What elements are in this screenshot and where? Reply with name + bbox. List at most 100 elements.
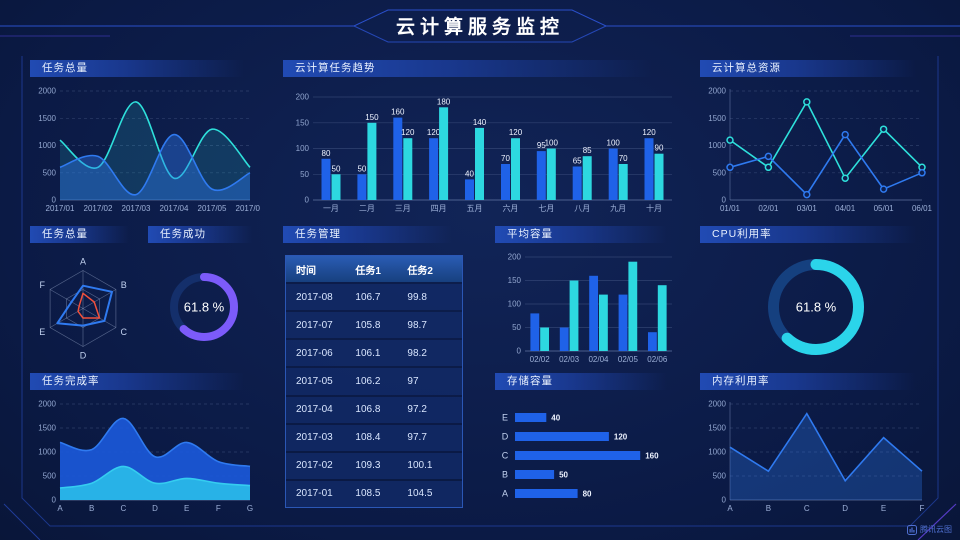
svg-text:85: 85: [583, 146, 592, 155]
panel-title-total-resources: 云计算总资源: [700, 60, 916, 77]
svg-text:1000: 1000: [38, 448, 56, 457]
task-radar-chart: A B C D E F: [30, 247, 136, 366]
svg-text:90: 90: [655, 144, 664, 153]
svg-text:六月: 六月: [502, 203, 518, 213]
table-row: 2017-06 106.1 98.2: [286, 340, 462, 367]
svg-text:120: 120: [509, 128, 523, 137]
panel-title-task-trend: 云计算任务趋势: [283, 60, 653, 77]
svg-text:150: 150: [365, 113, 379, 122]
svg-text:C: C: [120, 504, 126, 513]
svg-text:二月: 二月: [359, 204, 375, 213]
svg-text:G: G: [247, 504, 253, 513]
svg-text:D: D: [842, 504, 848, 513]
svg-text:40: 40: [551, 414, 560, 423]
panel-title-memory-utilization: 内存利用率: [700, 373, 916, 390]
cpu-utilization-donut: 61.8 %: [700, 247, 932, 366]
svg-text:61.8 %: 61.8 %: [796, 299, 837, 314]
svg-text:50: 50: [332, 164, 341, 173]
panel-title-task-completion: 任务完成率: [30, 373, 244, 390]
svg-text:02/01: 02/01: [758, 204, 779, 213]
svg-text:2017/04: 2017/04: [160, 204, 189, 213]
panel-task-total: 任务总量 0 500 1000 1500 2000 2017/01 2017/02 2017/…: [30, 60, 265, 215]
svg-text:02/04: 02/04: [588, 355, 609, 364]
svg-text:200: 200: [508, 253, 522, 262]
svg-text:01/01: 01/01: [720, 204, 741, 213]
svg-text:160: 160: [645, 452, 659, 461]
svg-text:80: 80: [583, 490, 592, 499]
svg-text:1500: 1500: [708, 424, 726, 433]
svg-text:65: 65: [573, 157, 582, 166]
svg-text:D: D: [502, 432, 509, 442]
svg-text:F: F: [40, 280, 46, 290]
svg-text:80: 80: [322, 149, 331, 158]
svg-text:2000: 2000: [708, 400, 726, 409]
svg-text:03/01: 03/01: [797, 204, 818, 213]
svg-text:100: 100: [607, 139, 621, 148]
task-trend-bar-chart: 0 50 100 150 200 一月 二月 三月 四月 五月 六月 七月 八月 九月 十月 80 50 160 1…: [283, 81, 680, 215]
svg-text:100: 100: [545, 139, 559, 148]
panel-total-resources: 云计算总资源 0 500 1000 1500 2000 01/01 02/01 03/01 04…: [700, 60, 933, 215]
svg-text:120: 120: [614, 433, 628, 442]
svg-text:0: 0: [517, 347, 522, 356]
svg-text:2000: 2000: [708, 87, 726, 96]
svg-text:A: A: [80, 257, 86, 267]
svg-text:E: E: [881, 504, 886, 513]
svg-text:100: 100: [296, 144, 310, 153]
storage-capacity-hbar-chart: E 40 D 120 C 160 B 50 A 80: [495, 394, 680, 515]
svg-text:61.8 %: 61.8 %: [184, 299, 225, 314]
svg-text:06/01: 06/01: [912, 204, 932, 213]
table-row: 2017-02 109.3 100.1: [286, 452, 462, 479]
svg-text:十月: 十月: [646, 203, 662, 213]
svg-text:150: 150: [296, 118, 310, 127]
svg-text:2017/06: 2017/06: [236, 204, 260, 213]
svg-text:F: F: [216, 504, 221, 513]
svg-text:95: 95: [537, 141, 546, 150]
table-row: 2017-01 108.5 104.5: [286, 480, 462, 507]
panel-storage-capacity: 存储容量 E 40 D 120 C 160 B 50 A 80: [495, 373, 680, 515]
svg-text:七月: 七月: [538, 204, 554, 213]
svg-text:A: A: [57, 504, 63, 513]
table-header-row: 时间 任务1 任务2: [286, 256, 462, 282]
svg-text:50: 50: [300, 170, 309, 179]
svg-text:四月: 四月: [431, 204, 447, 213]
svg-text:0: 0: [305, 196, 310, 205]
svg-text:50: 50: [357, 164, 366, 173]
panel-title-task-radar: 任务总量: [30, 226, 129, 243]
tencent-cloud-watermark-icon: [907, 524, 917, 535]
svg-text:0: 0: [52, 196, 57, 205]
svg-text:B: B: [502, 470, 508, 480]
svg-text:180: 180: [437, 97, 451, 106]
svg-text:120: 120: [642, 128, 656, 137]
svg-text:0: 0: [722, 196, 727, 205]
svg-text:1000: 1000: [708, 448, 726, 457]
svg-text:120: 120: [401, 128, 415, 137]
panel-task-completion: 任务完成率 0 500 1000 1500 2000 A B C D E F G: [30, 373, 260, 515]
panel-avg-capacity: 平均容量 0 50 100 150 200 02/02 02/03 02/04 02/05 02/…: [495, 226, 680, 366]
panel-task-success: 任务成功 61.8 %: [148, 226, 260, 366]
svg-text:2000: 2000: [38, 87, 56, 96]
panel-task-table: 任务管理 时间 任务1 任务2 2017-08 106.7 99.8 2017-07 105.…: [283, 226, 465, 510]
svg-text:160: 160: [391, 108, 405, 117]
table-row: 2017-08 106.7 99.8: [286, 284, 462, 311]
memory-utilization-line-chart: 0 500 1000 1500 2000 A B C D E F: [700, 394, 932, 515]
table-row: 2017-04 106.8 97.2: [286, 396, 462, 423]
task-total-area-chart: 0 500 1000 1500 2000 2017/01 2017/02 2017/03 201…: [30, 81, 265, 215]
panel-title-task-table: 任务管理: [283, 226, 453, 243]
panel-title-task-total: 任务总量: [30, 60, 244, 77]
panel-title-storage-capacity: 存储容量: [495, 373, 668, 390]
panel-memory-utilization: 内存利用率 0 500 1000 1500 2000 A B C D E F: [700, 373, 932, 515]
svg-text:100: 100: [508, 300, 522, 309]
svg-text:150: 150: [508, 276, 522, 285]
svg-text:三月: 三月: [395, 204, 411, 213]
svg-text:04/01: 04/01: [835, 204, 856, 213]
svg-text:D: D: [80, 351, 87, 361]
svg-text:1500: 1500: [708, 114, 726, 123]
panel-cpu-utilization: CPU利用率 61.8 %: [700, 226, 932, 366]
watermark: 腾讯云图: [907, 524, 952, 535]
dashboard-title: 云计算服务监控: [395, 17, 564, 38]
svg-text:500: 500: [713, 472, 727, 481]
table-row: 2017-07 105.8 98.7: [286, 312, 462, 339]
svg-text:F: F: [920, 504, 925, 513]
svg-text:E: E: [502, 413, 508, 423]
svg-text:40: 40: [465, 169, 474, 178]
